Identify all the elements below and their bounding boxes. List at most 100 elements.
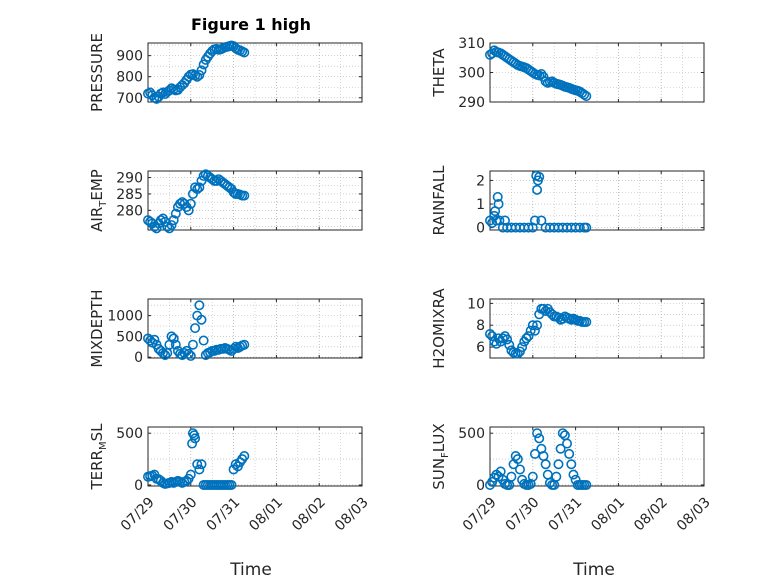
data-point: [527, 320, 538, 331]
axes-box: [489, 426, 705, 487]
plot-area: [148, 171, 362, 230]
x-tick-label: 08/02: [631, 494, 671, 534]
y-tick-label: 0: [134, 478, 143, 494]
y-tick-label: 280: [116, 203, 143, 219]
data-point: [190, 433, 201, 444]
subplot-2: 290 300 310 THETA: [430, 36, 705, 111]
data-point: [564, 448, 575, 459]
x-tick-label: 08/03: [332, 494, 372, 534]
y-axis-label: THETA: [430, 48, 448, 98]
y-axis-label: TERRMSL: [88, 423, 109, 491]
data-point: [157, 87, 168, 98]
data-point: [151, 223, 162, 234]
data-point: [514, 464, 525, 475]
data-point: [502, 334, 513, 345]
y-axis-label: RAINFALL: [430, 165, 448, 236]
data-point: [534, 171, 545, 182]
y-tick-label: 10: [467, 296, 485, 312]
data-point: [157, 348, 168, 359]
y-tick-label: 2: [476, 173, 485, 189]
x-tick-label: 08/01: [246, 494, 286, 534]
data-point: [228, 343, 239, 354]
data-point: [523, 331, 534, 342]
data-point: [504, 339, 515, 350]
data-point: [574, 222, 585, 233]
data-point: [529, 325, 540, 336]
y-tick-label: 300: [458, 66, 485, 82]
data-point: [493, 199, 504, 210]
data-point: [198, 170, 209, 181]
figure-title: Figure 1 high: [191, 15, 311, 34]
data-point: [562, 438, 573, 449]
data-point: [185, 350, 196, 361]
data-point: [239, 450, 250, 461]
y-tick-label: 800: [116, 70, 143, 86]
y-tick-label: 290: [458, 95, 485, 111]
data-point: [185, 469, 196, 480]
data-point: [492, 191, 503, 202]
data-point: [192, 184, 203, 195]
data-point: [194, 464, 205, 475]
y-tick-label: 0: [476, 221, 485, 237]
y-tick-label: 1000: [107, 309, 143, 325]
data-point: [566, 459, 577, 470]
subplot-4: 0 1 2 RAINFALL: [430, 165, 705, 237]
data-point: [196, 459, 207, 470]
y-tick-label: 310: [458, 36, 485, 52]
x-axis-label-left: Time: [229, 560, 272, 580]
data-point: [198, 335, 209, 346]
y-tick-label: 8: [476, 318, 485, 334]
data-point: [194, 70, 205, 81]
data-point: [192, 459, 203, 470]
data-point: [521, 333, 532, 344]
data-point: [196, 314, 207, 325]
x-tick-label: 07/30: [503, 494, 543, 534]
axes-box: [147, 42, 363, 103]
data-point: [534, 70, 545, 81]
data-point: [187, 428, 198, 439]
data-point: [239, 47, 250, 58]
y-tick-label: 500: [116, 426, 143, 442]
data-point: [532, 184, 543, 195]
y-axis-label: PRESSURE: [88, 33, 106, 112]
axes-box: [147, 426, 363, 487]
data-point: [226, 479, 237, 490]
data-point: [540, 459, 551, 470]
data-point: [555, 443, 566, 454]
data-point: [166, 331, 177, 342]
axes-box: [147, 298, 363, 359]
data-point: [534, 433, 545, 444]
plot-area: [490, 427, 704, 486]
data-point: [170, 339, 181, 350]
axes-box: [489, 170, 705, 231]
y-tick-label: 0: [134, 350, 143, 366]
data-point: [194, 300, 205, 311]
data-point: [536, 215, 547, 226]
data-point: [581, 222, 592, 233]
data-point: [581, 316, 592, 327]
data-point: [553, 459, 564, 470]
data-point: [532, 320, 543, 331]
x-axis-label-right: Time: [572, 560, 615, 580]
axes-box: [489, 298, 705, 359]
data-point: [581, 91, 592, 102]
data-point: [239, 339, 250, 350]
data-point: [525, 325, 536, 336]
data-point: [527, 471, 538, 482]
data-point: [557, 428, 568, 439]
y-tick-label: 1: [476, 197, 485, 213]
x-tick-label: 08/03: [674, 494, 714, 534]
data-point: [551, 471, 562, 482]
data-point: [166, 220, 177, 231]
y-axis-label: H2OMIXRA: [430, 288, 448, 369]
data-point: [185, 198, 196, 209]
data-point: [198, 59, 209, 70]
data-point: [529, 215, 540, 226]
data-point: [497, 333, 508, 344]
y-tick-label: 290: [116, 171, 143, 187]
data-point: [532, 428, 543, 439]
data-point: [506, 471, 517, 482]
